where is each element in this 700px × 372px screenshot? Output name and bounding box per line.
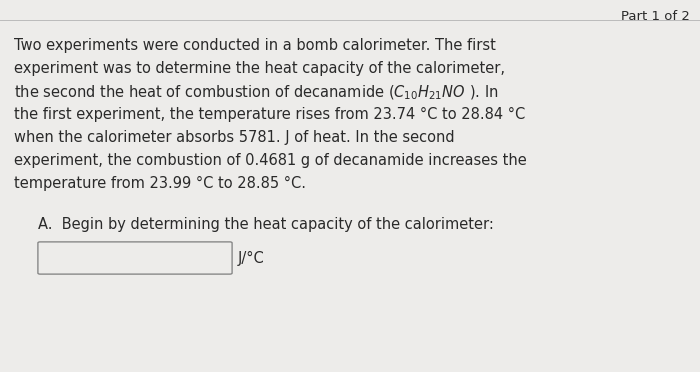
- Text: when the calorimeter absorbs 5781. J of heat. In the second: when the calorimeter absorbs 5781. J of …: [14, 130, 454, 145]
- Text: experiment, the combustion of 0.4681 g of decanamide increases the: experiment, the combustion of 0.4681 g o…: [14, 153, 526, 168]
- Text: the second the heat of combustion of decanamide ($C_{10}H_{21}NO$ ). In: the second the heat of combustion of dec…: [14, 84, 498, 102]
- Text: temperature from 23.99 °C to 28.85 °C.: temperature from 23.99 °C to 28.85 °C.: [14, 176, 306, 191]
- Text: Two experiments were conducted in a bomb calorimeter. The first: Two experiments were conducted in a bomb…: [14, 38, 496, 53]
- FancyBboxPatch shape: [38, 242, 232, 274]
- Text: Part 1 of 2: Part 1 of 2: [621, 10, 690, 23]
- Text: the first experiment, the temperature rises from 23.74 °C to 28.84 °C: the first experiment, the temperature ri…: [14, 107, 525, 122]
- Text: A.  Begin by determining the heat capacity of the calorimeter:: A. Begin by determining the heat capacit…: [38, 217, 494, 232]
- Text: experiment was to determine the heat capacity of the calorimeter,: experiment was to determine the heat cap…: [14, 61, 505, 76]
- Text: J/°C: J/°C: [238, 250, 265, 266]
